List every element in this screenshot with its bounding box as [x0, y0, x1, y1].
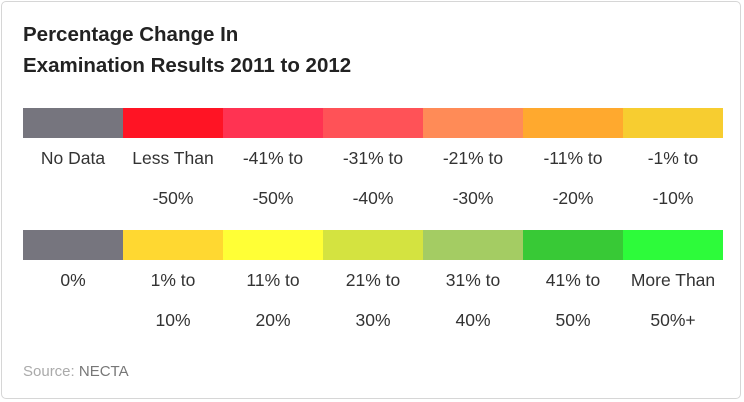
legend-label: Less Than -50% [123, 138, 223, 218]
legend-label: 0% [23, 260, 123, 340]
legend-label: 21% to 30% [323, 260, 423, 340]
legend-label: -41% to -50% [223, 138, 323, 218]
legend-label: 11% to 20% [223, 260, 323, 340]
legend-label-line-1: More Than [630, 270, 716, 290]
legend-label-line-2: -30% [452, 188, 494, 208]
legend-label-line-1: -11% to [543, 148, 603, 168]
legend-label: 31% to 40% [423, 260, 523, 340]
legend-label-line-1: 0% [60, 270, 86, 290]
legend-label-line-1: 1% to [150, 270, 196, 290]
legend-label-line-2: 20% [255, 310, 291, 330]
legend-label: -31% to -40% [323, 138, 423, 218]
swatch-less-than-minus-50 [123, 108, 223, 138]
swatch-21-to-30 [323, 230, 423, 260]
legend-label-line-1: 21% to [345, 270, 401, 290]
title-line-1: Percentage Change In [23, 23, 239, 46]
legend-label-line-2: -50% [252, 188, 294, 208]
legend-label-line-2: 50% [555, 310, 591, 330]
legend-label-line-2: -10% [652, 188, 694, 208]
legend-label: More Than 50%+ [623, 260, 723, 340]
swatch-minus-11-to-minus-20 [523, 108, 623, 138]
legend-label: 1% to 10% [123, 260, 223, 340]
legend-title: Percentage Change In Examination Results… [23, 19, 351, 81]
legend-label-line-1: -21% to [442, 148, 504, 168]
swatch-31-to-40 [423, 230, 523, 260]
swatch-minus-31-to-minus-40 [323, 108, 423, 138]
legend-label-line-1: 11% to [246, 270, 300, 290]
legend-label-line-1: 41% to [545, 270, 601, 290]
legend-label-line-2: 40% [455, 310, 491, 330]
legend-label-line-2: -50% [152, 188, 194, 208]
legend-label-line-1: -41% to [242, 148, 304, 168]
legend-label-line-1: -31% to [342, 148, 404, 168]
swatch-minus-41-to-minus-50 [223, 108, 323, 138]
swatch-11-to-20 [223, 230, 323, 260]
swatch-minus-21-to-minus-30 [423, 108, 523, 138]
swatch-minus-1-to-minus-10 [623, 108, 723, 138]
legend-label-line-1: No Data [40, 148, 106, 168]
legend-label: 41% to 50% [523, 260, 623, 340]
legend-label: -21% to -30% [423, 138, 523, 218]
legend-label-line-2: 50%+ [650, 310, 696, 330]
legend-label: -11% to -20% [523, 138, 623, 218]
legend-row-2-labels: 0% 1% to 10% 11% to 20% 21% to 30% 31% t… [23, 260, 723, 340]
swatch-41-to-50 [523, 230, 623, 260]
legend-label-line-2: 10% [155, 310, 191, 330]
legend-row-1-labels: No Data Less Than -50% -41% to -50% -31%… [23, 138, 723, 218]
legend-label-line-1: -1% to [647, 148, 699, 168]
legend-label-line-2: -40% [352, 188, 394, 208]
source-label: Source: [23, 363, 75, 380]
source-note: Source: NECTA [23, 363, 129, 380]
legend-label-line-1: Less Than [132, 148, 214, 168]
swatch-more-than-50 [623, 230, 723, 260]
legend-row-1-swatches [23, 108, 723, 138]
legend-label-line-2: 30% [355, 310, 391, 330]
legend-label-line-2: -20% [552, 188, 594, 208]
source-value: NECTA [78, 363, 129, 380]
swatch-zero-percent [23, 230, 123, 260]
title-line-2: Examination Results 2011 to 2012 [23, 54, 352, 77]
legend-label-line-1: 31% to [445, 270, 501, 290]
swatch-no-data [23, 108, 123, 138]
swatch-1-to-10 [123, 230, 223, 260]
legend-label: -1% to -10% [623, 138, 723, 218]
legend-row-2-swatches [23, 230, 723, 260]
legend-label: No Data [23, 138, 123, 218]
